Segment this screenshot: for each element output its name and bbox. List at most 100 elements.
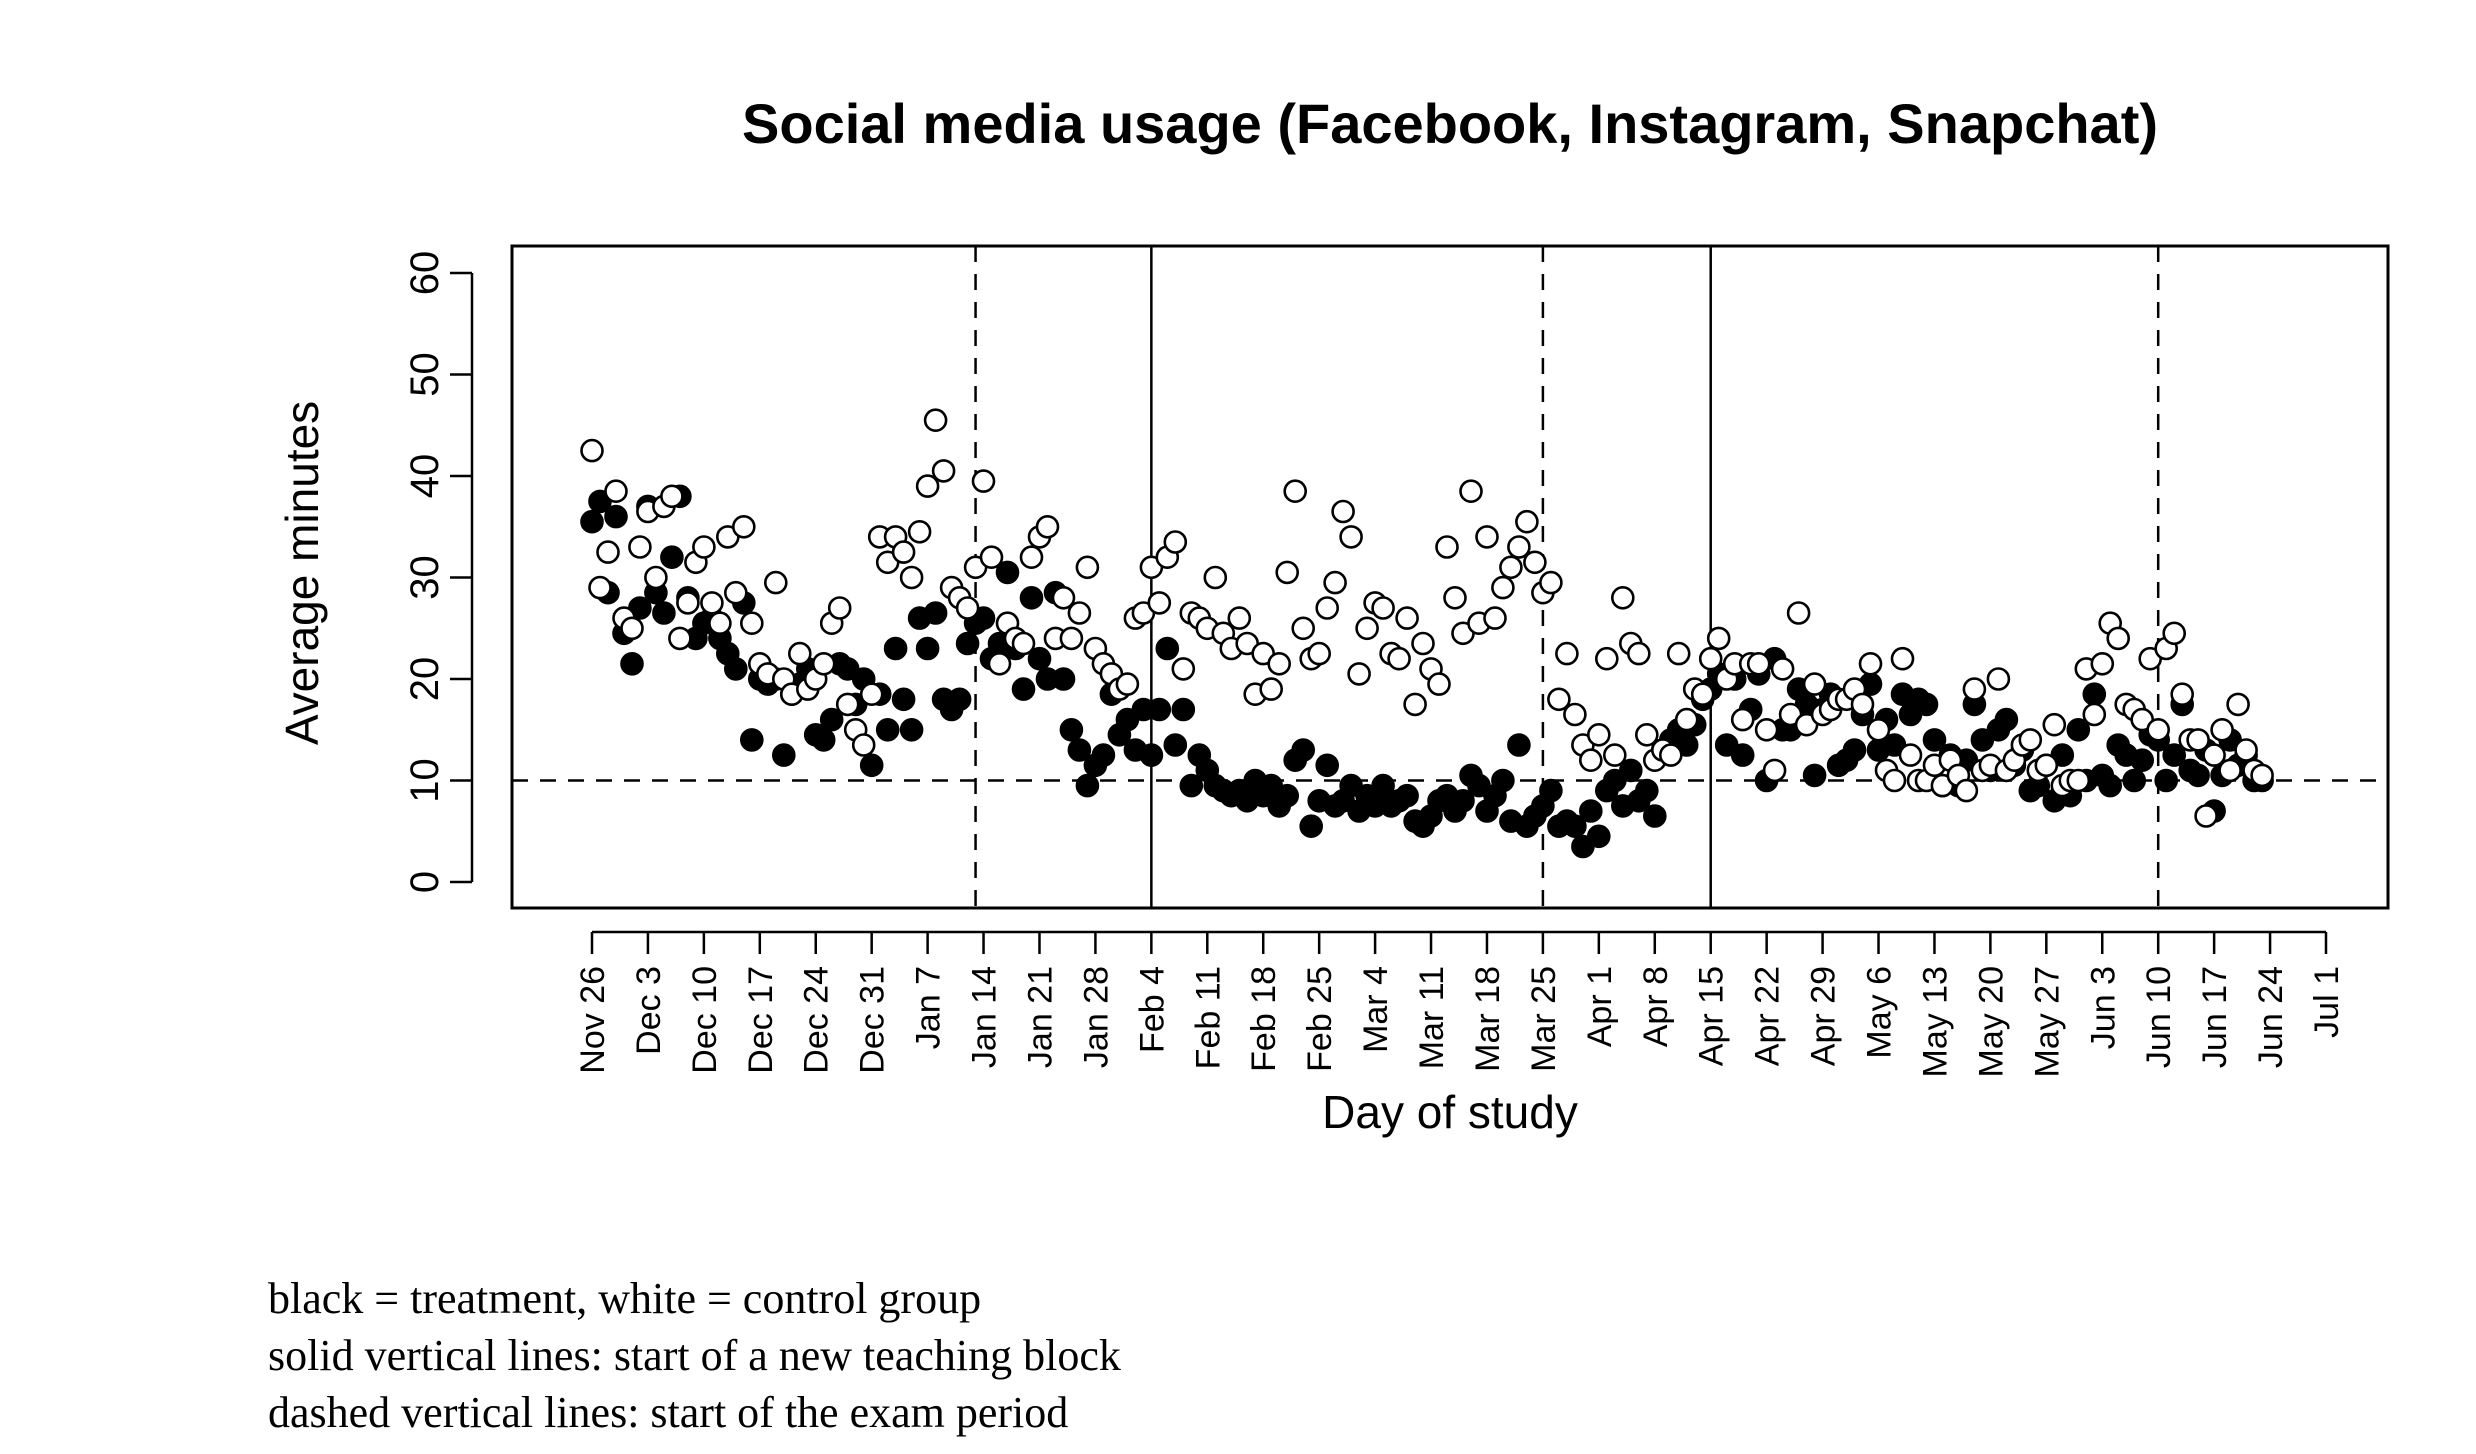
control-point bbox=[835, 692, 860, 717]
control-point bbox=[731, 514, 756, 539]
treatment-point bbox=[891, 687, 916, 712]
y-axis-label: Average minutes bbox=[276, 401, 328, 745]
control-point bbox=[2018, 728, 2043, 752]
treatment-point bbox=[1371, 773, 1395, 798]
control-point bbox=[1259, 677, 1283, 701]
x-tick-label: Apr 29 bbox=[1805, 966, 1843, 1066]
control-point bbox=[1275, 560, 1299, 585]
control-point bbox=[1898, 743, 1923, 767]
treatment-point bbox=[1730, 743, 1755, 767]
treatment-point bbox=[1027, 646, 1052, 671]
treatment-point bbox=[2186, 763, 2210, 788]
plot-border bbox=[510, 244, 2390, 910]
control-point bbox=[708, 611, 732, 636]
treatment-point bbox=[2066, 717, 2091, 742]
treatment-point bbox=[1011, 677, 1036, 701]
treatment-point bbox=[811, 728, 836, 752]
treatment-point bbox=[947, 687, 972, 712]
control-point bbox=[2106, 626, 2130, 651]
control-point bbox=[1395, 606, 1419, 630]
control-point bbox=[596, 540, 620, 564]
y-tick-label: 20 bbox=[403, 657, 447, 702]
control-point bbox=[1659, 743, 1683, 767]
x-tick-label: Jun 10 bbox=[2140, 966, 2178, 1068]
control-point bbox=[1635, 722, 1659, 747]
treatment-point bbox=[739, 728, 764, 752]
x-tick-label: Apr 8 bbox=[1637, 966, 1675, 1047]
control-point bbox=[700, 591, 724, 615]
treatment-point bbox=[1842, 738, 1867, 762]
treatment-point bbox=[652, 601, 676, 625]
treatment-point bbox=[1139, 743, 1164, 767]
treatment-point bbox=[1491, 768, 1515, 793]
x-tick-label: Nov 26 bbox=[574, 966, 612, 1074]
x-tick-label: Dec 17 bbox=[742, 966, 780, 1074]
control-point bbox=[2210, 717, 2234, 742]
x-tick-label: Apr 22 bbox=[1749, 966, 1787, 1066]
control-point bbox=[1850, 692, 1875, 717]
control-point bbox=[1587, 722, 1611, 747]
control-point bbox=[1698, 646, 1723, 671]
x-tick-label: Mar 11 bbox=[1413, 966, 1451, 1069]
control-point bbox=[2218, 758, 2242, 783]
treatment-point bbox=[2154, 768, 2178, 793]
control-point bbox=[891, 540, 916, 564]
treatment-point bbox=[1051, 667, 1076, 691]
control-point bbox=[2066, 768, 2091, 793]
treatment-point bbox=[883, 636, 908, 661]
treatment-point bbox=[2122, 768, 2146, 793]
control-point bbox=[827, 596, 852, 620]
treatment-point bbox=[1171, 697, 1196, 722]
control-point bbox=[1762, 758, 1787, 783]
control-point bbox=[580, 438, 604, 463]
treatment-point bbox=[1067, 738, 1092, 762]
x-tick-label: May 20 bbox=[1972, 966, 2010, 1078]
treatment-point bbox=[723, 657, 748, 681]
treatment-point bbox=[1163, 733, 1188, 757]
control-point bbox=[1315, 596, 1339, 620]
control-point bbox=[620, 616, 644, 641]
control-point bbox=[851, 733, 876, 757]
control-point bbox=[2162, 621, 2186, 646]
control-point bbox=[723, 580, 748, 605]
control-point bbox=[1267, 651, 1291, 676]
control-point bbox=[2042, 712, 2067, 737]
x-tick-label: Jul 1 bbox=[2308, 966, 2346, 1038]
control-point bbox=[588, 575, 612, 600]
control-point bbox=[1323, 570, 1347, 595]
control-point bbox=[1786, 601, 1811, 625]
control-point bbox=[915, 474, 940, 498]
treatment-point bbox=[819, 707, 844, 732]
control-point bbox=[1523, 550, 1547, 575]
control-point bbox=[1067, 601, 1092, 625]
control-point bbox=[811, 651, 836, 676]
treatment-point bbox=[899, 717, 924, 742]
control-point bbox=[1035, 514, 1060, 539]
treatment-point bbox=[859, 753, 884, 778]
control-point bbox=[1802, 672, 1827, 696]
treatment-point bbox=[1179, 773, 1204, 798]
control-point bbox=[1059, 626, 1084, 651]
x-tick-label: Jan 7 bbox=[910, 966, 948, 1049]
control-point bbox=[1563, 702, 1587, 727]
control-point bbox=[1603, 743, 1627, 767]
control-point bbox=[2194, 804, 2218, 828]
control-point bbox=[987, 651, 1012, 676]
control-point bbox=[2034, 753, 2059, 778]
control-point bbox=[1147, 591, 1172, 615]
control-point bbox=[1890, 646, 1915, 671]
control-point bbox=[2146, 717, 2170, 742]
x-tick-label: Jan 14 bbox=[966, 966, 1004, 1068]
chart-title: Social media usage (Facebook, Instagram,… bbox=[742, 92, 2158, 155]
data-points bbox=[580, 408, 2274, 859]
treatment-point bbox=[771, 743, 796, 767]
x-tick-label: Mar 18 bbox=[1469, 966, 1507, 1072]
control-point bbox=[2234, 738, 2258, 762]
chart-notes: black = treatment, white = control group… bbox=[268, 1270, 1121, 1441]
control-point bbox=[1291, 616, 1315, 641]
legend-note-solid-lines: solid vertical lines: start of a new tea… bbox=[268, 1331, 1121, 1380]
x-axis: Nov 26 Dec 3 Dec 10 Dec 17 Dec 24 Dec 31 Jan 7… bbox=[574, 930, 2346, 1078]
control-point bbox=[1491, 575, 1515, 600]
treatment-point bbox=[2162, 743, 2186, 767]
